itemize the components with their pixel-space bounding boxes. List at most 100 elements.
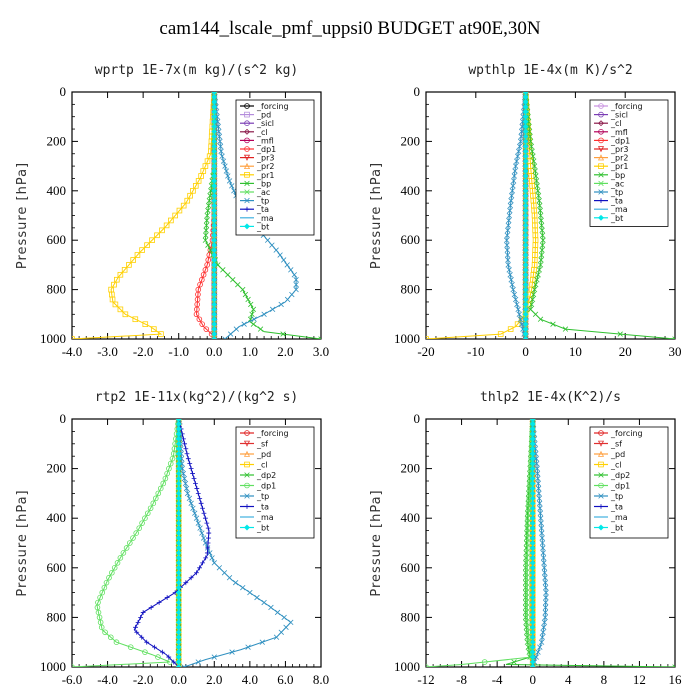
data-point (598, 163, 604, 170)
x-tick-label: 1.0 (242, 344, 258, 359)
data-point (187, 461, 193, 467)
legend-label: _tp (256, 197, 269, 206)
legend-item: _sicl (240, 119, 274, 128)
data-point (138, 615, 144, 620)
data-point (257, 326, 264, 332)
data-point (536, 197, 542, 204)
data-point (503, 237, 510, 243)
y-tick-label: 1000 (394, 331, 420, 346)
data-point (526, 485, 532, 492)
data-point (533, 281, 539, 288)
data-point (150, 500, 157, 507)
panel-title: thlp2 1E-4x(K^2)/s (480, 390, 621, 405)
series-bt (522, 92, 529, 339)
data-point (72, 664, 75, 667)
x-tick-label: 2.0 (206, 672, 222, 687)
data-point (530, 419, 536, 422)
legend-box (589, 426, 669, 539)
data-point (144, 639, 150, 645)
data-point (505, 227, 511, 234)
data-point (218, 148, 224, 154)
legend-box (235, 99, 315, 236)
data-point (426, 336, 429, 339)
data-point (148, 605, 154, 610)
legend-item: _forcing (240, 102, 289, 111)
y-tick-label: 1000 (40, 659, 66, 674)
data-point (504, 247, 510, 253)
data-point (155, 654, 161, 660)
data-point (525, 505, 531, 511)
panel-2: wpthlp 1E-4x(m K)/s^2 Pressure [hPa] -20 -1… (369, 63, 682, 359)
data-point (133, 624, 138, 630)
data-point (159, 227, 165, 234)
data-point (538, 515, 544, 521)
data-point (514, 153, 521, 159)
data-point (543, 594, 549, 601)
data-point (538, 525, 545, 531)
data-point (529, 296, 536, 303)
data-point (291, 272, 298, 278)
data-point (215, 118, 221, 125)
data-point (497, 331, 504, 337)
data-point (530, 664, 536, 667)
series-group (72, 92, 321, 339)
data-point (134, 252, 141, 258)
data-point (133, 530, 140, 536)
data-point (126, 262, 132, 268)
legend-label: _ta (256, 503, 269, 512)
data-point (244, 146, 250, 152)
data-point (293, 277, 299, 283)
data-point (539, 540, 546, 546)
data-point (529, 148, 535, 154)
legend-label: _sicl (610, 111, 628, 120)
legend-item: _dp2 (240, 471, 276, 480)
data-point (530, 291, 537, 298)
data-point (526, 475, 533, 482)
data-point (284, 296, 291, 303)
data-point (211, 336, 218, 339)
data-point (526, 128, 533, 135)
legend-label: _ma (610, 205, 628, 214)
legend-label: _ma (256, 214, 274, 223)
data-point (542, 604, 549, 611)
data-point (109, 296, 116, 303)
data-point (522, 92, 529, 95)
data-point (204, 550, 210, 556)
data-point (166, 465, 172, 472)
legend-item: _pd (240, 450, 271, 459)
data-point (205, 207, 211, 214)
data-point (180, 470, 187, 477)
legend-item: _dp1 (594, 482, 630, 491)
data-point (117, 271, 124, 278)
legend-item: _dp1 (594, 136, 630, 145)
data-point (515, 148, 522, 154)
data-point (167, 460, 174, 467)
legend-label: _dp1 (256, 145, 276, 154)
data-point (562, 326, 569, 332)
data-point (511, 659, 517, 665)
x-tick-label: -20 (417, 344, 434, 359)
data-point (535, 480, 541, 487)
data-point (244, 197, 250, 204)
data-point (244, 493, 250, 499)
legend-item: _pr2 (594, 154, 628, 163)
data-point (197, 525, 203, 531)
data-point (117, 306, 124, 313)
x-tick-label: 20 (619, 344, 632, 359)
legend-label: _dp1 (610, 136, 630, 145)
data-point (225, 173, 231, 179)
data-point (171, 659, 177, 665)
legend-label: _mfl (610, 128, 628, 137)
data-point (543, 589, 549, 596)
data-point (149, 237, 155, 244)
data-point (273, 634, 280, 640)
data-point (164, 470, 170, 477)
data-point (598, 189, 604, 195)
data-point (539, 530, 545, 536)
x-tick-label: -3.0 (97, 344, 118, 359)
data-point (525, 495, 532, 502)
data-point (273, 247, 279, 253)
data-point (215, 123, 221, 130)
data-point (205, 540, 211, 546)
data-point (516, 143, 523, 150)
